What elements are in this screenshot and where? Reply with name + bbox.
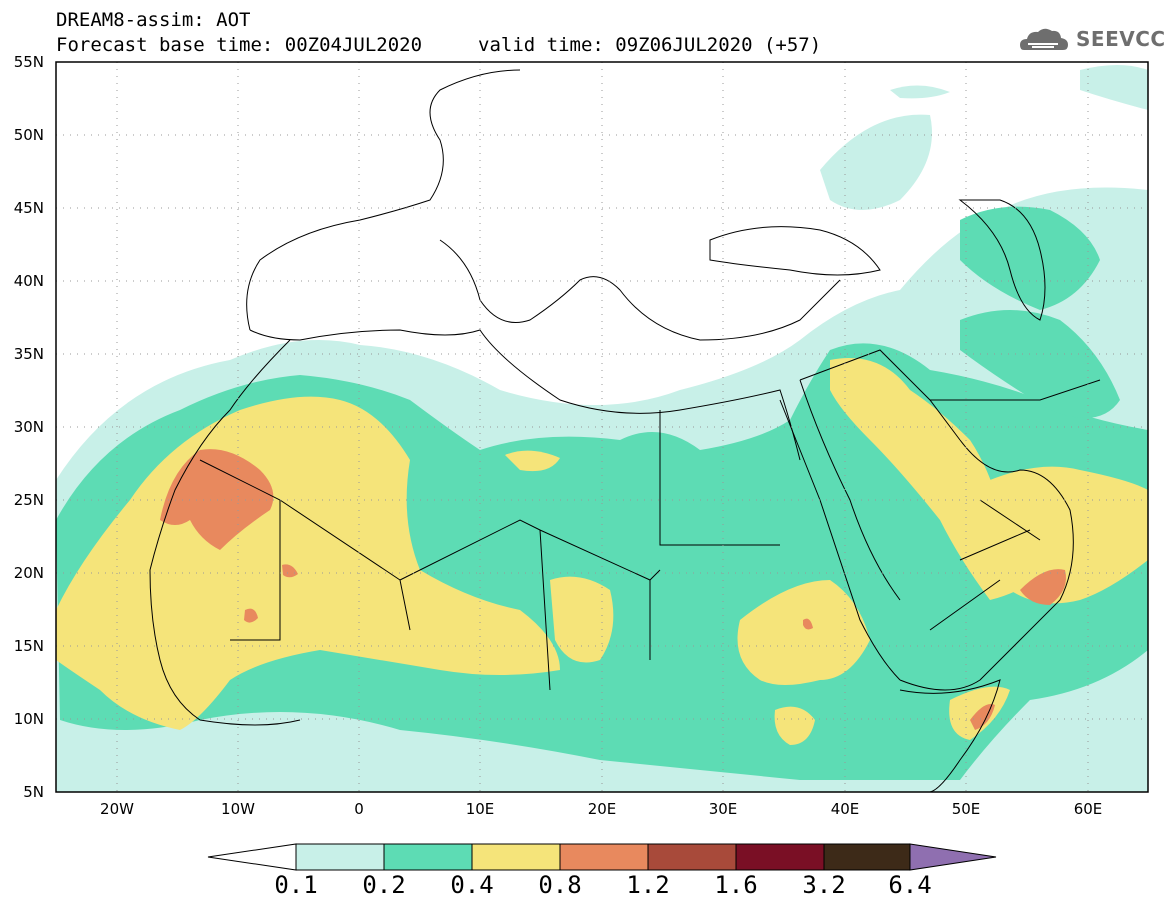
colorbar-label: 0.8 (538, 871, 582, 899)
aot-level4-blob-a (244, 608, 258, 623)
aot-level4-somalia (970, 704, 995, 730)
aot-level4-oman (1020, 569, 1066, 605)
colorbar-bin-5 (647, 843, 737, 871)
lat-label: 15N (13, 637, 44, 655)
aot-level3-kenya (774, 706, 815, 745)
lat-label: 50N (13, 126, 44, 144)
map-title: DREAM8-assim: AOT (56, 9, 251, 31)
colorbar-bin-1 (295, 843, 385, 871)
borders-africa (199, 410, 780, 691)
aot-level3-chad (550, 576, 614, 663)
colorbar-right-arrow (909, 843, 997, 871)
aot-level2-iran (960, 310, 1120, 418)
colorbar-label: 3.2 (802, 871, 846, 899)
lat-label: 30N (13, 418, 44, 436)
lat-label: 45N (13, 199, 44, 217)
horn-africa (899, 679, 1001, 792)
lon-label: 10W (221, 800, 255, 818)
aot-level4-blob-c (803, 618, 813, 630)
colorbar-bin-3 (471, 843, 561, 871)
colorbar-bin-2 (383, 843, 473, 871)
colorbar-label: 0.2 (362, 871, 406, 899)
colorbar-label: 1.6 (714, 871, 758, 899)
borders-asia (799, 349, 1101, 631)
lon-label: 20E (587, 800, 617, 818)
colorbar-left-arrow (207, 843, 297, 871)
map-frame (55, 61, 1149, 793)
colorbar-label: 0.4 (450, 871, 494, 899)
aot-level3-ethiopia (737, 580, 870, 685)
lat-label: 40N (13, 272, 44, 290)
colorbar-label: 6.4 (888, 871, 932, 899)
aot-level3-oman (990, 466, 1148, 604)
lon-label: 40E (830, 800, 860, 818)
lon-label: 60E (1073, 800, 1103, 818)
coastlines (149, 69, 1101, 792)
colorbar-label: 1.2 (626, 871, 670, 899)
aot-level1-blob-a (890, 85, 950, 99)
lon-label: 50E (951, 800, 981, 818)
aot-level1-northeast (1080, 65, 1148, 110)
aot-level4-blob-b (282, 564, 298, 578)
lat-label: 20N (13, 564, 44, 582)
arabia-coast (899, 439, 1074, 691)
lon-label: 0 (354, 800, 364, 818)
colorbar (207, 843, 997, 871)
aot-level1-north (820, 114, 932, 210)
europe-coast (246, 69, 841, 341)
valid-time: valid time: 09Z06JUL2020 (+57) (478, 34, 822, 56)
lat-label: 10N (13, 710, 44, 728)
colorbar-label: 0.1 (274, 871, 318, 899)
africa-north-coast (249, 329, 801, 461)
aot-level4-mauritania (160, 449, 274, 550)
lat-label: 55N (13, 53, 44, 71)
forecast-base-time: Forecast base time: 00Z04JUL2020 (56, 34, 423, 56)
west-africa-coast (149, 339, 301, 726)
lat-label: 35N (13, 345, 44, 363)
colorbar-bin-7 (823, 843, 911, 871)
caspian (958, 199, 1046, 321)
lat-label: 25N (13, 491, 44, 509)
colorbar-bin-6 (735, 843, 825, 871)
lon-label: 20W (100, 800, 134, 818)
lat-label: 5N (23, 783, 44, 801)
graticule (56, 62, 1148, 792)
aot-level2-caspian (960, 206, 1100, 310)
colorbar-bin-4 (559, 843, 649, 871)
red-sea (779, 379, 901, 681)
logo-text: SEEVCCC (1076, 27, 1165, 51)
cloud-logo-icon (1020, 28, 1068, 50)
lon-label: 10E (465, 800, 495, 818)
black-sea (709, 226, 881, 276)
aot-level3-libya (505, 450, 560, 472)
lon-label: 30E (708, 800, 738, 818)
